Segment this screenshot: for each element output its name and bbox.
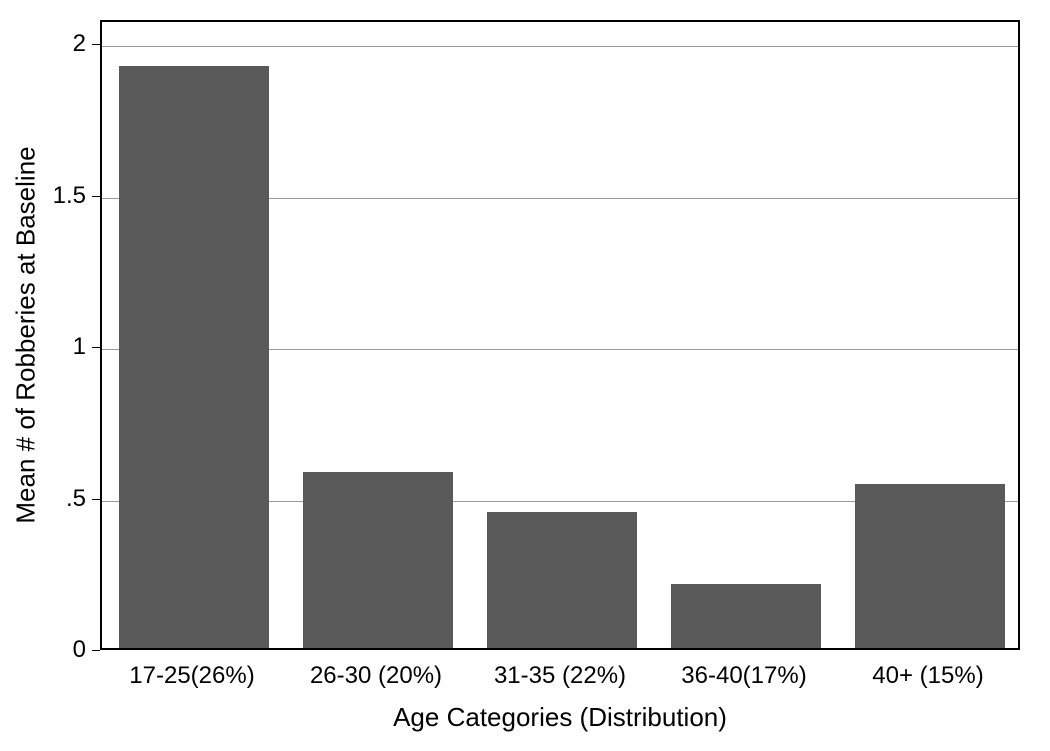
y-tick-label: 1	[0, 333, 86, 361]
bar	[671, 584, 822, 648]
y-tick-label: 2	[0, 30, 86, 58]
y-tick-mark	[92, 650, 100, 651]
x-tick-label: 26-30 (20%)	[310, 662, 442, 690]
x-tick-label: 31-35 (22%)	[494, 662, 626, 690]
bar	[487, 512, 638, 648]
x-tick-label: 40+ (15%)	[872, 662, 983, 690]
y-tick-mark	[92, 196, 100, 197]
bar-chart: Mean # of Robberies at Baseline Age Cate…	[0, 0, 1050, 751]
x-axis-label: Age Categories (Distribution)	[393, 702, 727, 733]
plot-area	[100, 20, 1020, 650]
y-tick-label: 1.5	[0, 182, 86, 210]
y-tick-mark	[92, 499, 100, 500]
gridline	[102, 46, 1018, 47]
bar	[303, 472, 454, 648]
y-tick-mark	[92, 347, 100, 348]
y-tick-mark	[92, 44, 100, 45]
bar	[855, 484, 1006, 648]
x-tick-label: 17-25(26%)	[129, 662, 254, 690]
x-tick-label: 36-40(17%)	[681, 662, 806, 690]
bar	[119, 66, 270, 648]
y-tick-label: 0	[0, 636, 86, 664]
y-tick-label: .5	[0, 485, 86, 513]
